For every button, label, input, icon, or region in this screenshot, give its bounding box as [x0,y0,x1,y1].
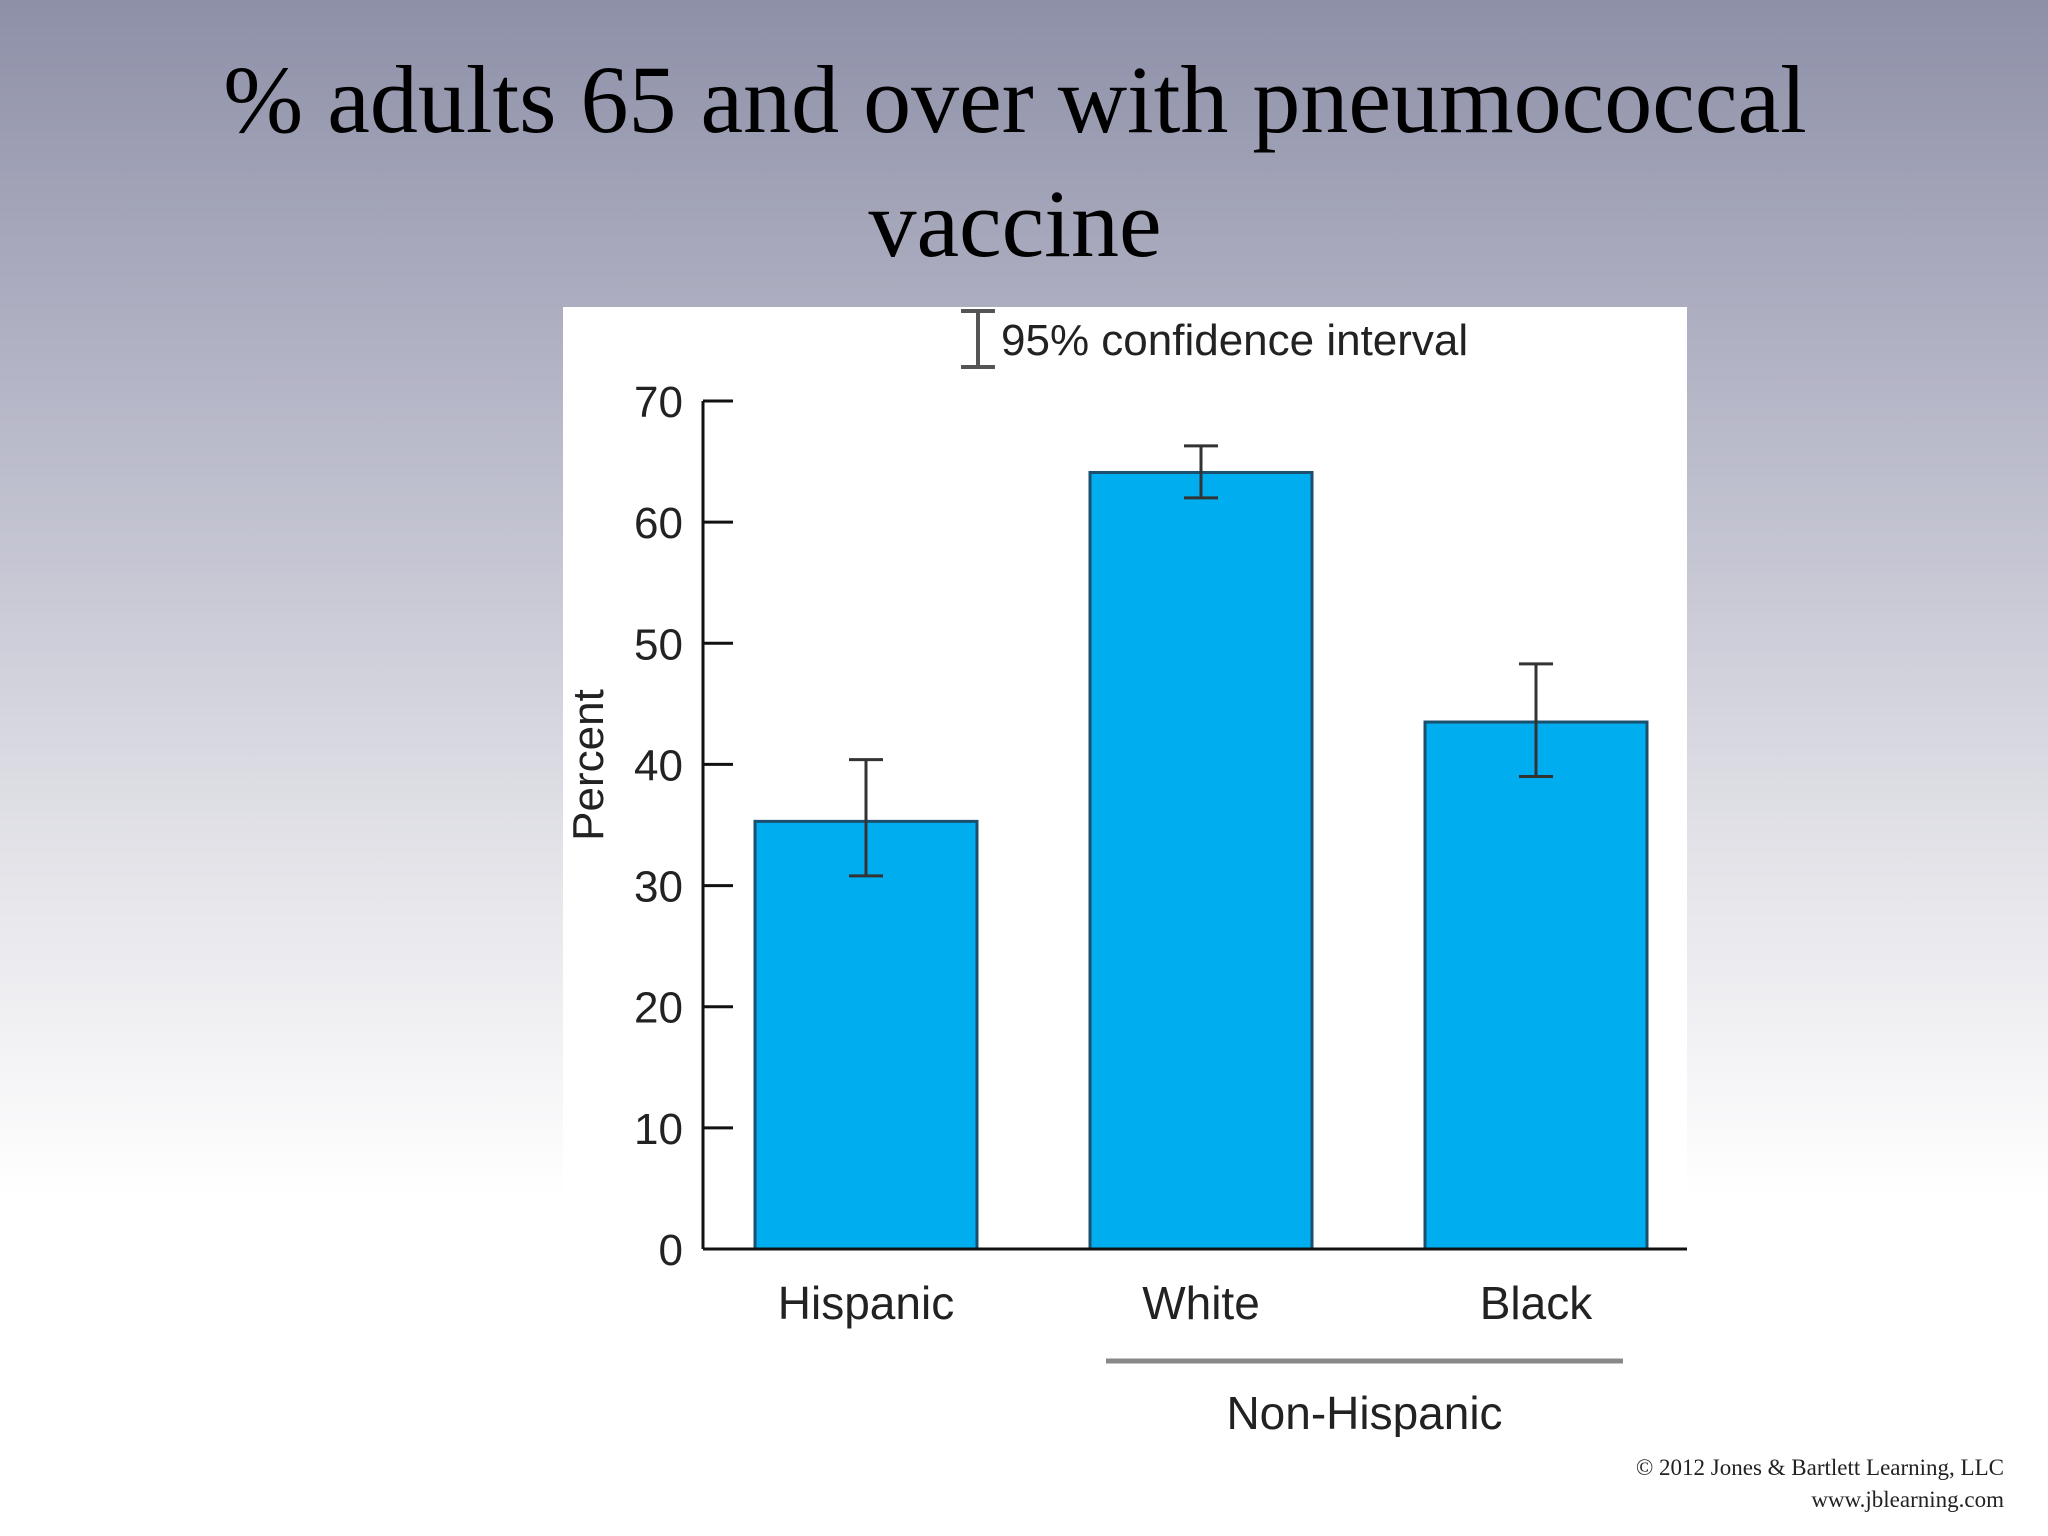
x-tick-label-white: White [1142,1277,1260,1329]
error-bar-icon [961,309,995,369]
copyright-text: © 2012 Jones & Bartlett Learning, LLC [1635,1455,2004,1480]
x-tick-label-black: Black [1480,1277,1593,1329]
y-tick-label: 10 [634,1105,683,1154]
y-tick-label: 30 [634,863,683,912]
x-tick-label-hispanic: Hispanic [778,1277,954,1329]
publisher-url: www.jblearning.com [1811,1487,2004,1512]
page-title: % adults 65 and over with pneumococcal v… [223,46,1807,277]
copyright-credit: © 2012 Jones & Bartlett Learning, LLC ww… [1404,1452,2004,1516]
y-tick-label: 70 [634,378,683,427]
group-label: Non-Hispanic [1226,1387,1502,1437]
group-bracket: Non-Hispanic [1106,1358,1623,1437]
y-tick-label: 40 [634,741,683,790]
error-bars [849,444,1553,878]
bar-black [1423,720,1649,1251]
y-tick-label: 60 [634,499,683,548]
y-tick-label: 0 [659,1226,683,1275]
y-tick-label: 50 [634,620,683,669]
chart-panel: 95% confidence interval Percent 0 10 20 30 4… [563,307,1687,1437]
bar-chart: 95% confidence interval Percent 0 10 20 30 4… [564,309,1687,1437]
legend-label: 95% confidence interval [1001,316,1468,365]
error-bar-hispanic [849,758,883,878]
x-axis: Hispanic White Black [703,1247,1687,1329]
error-bar-white [1184,444,1218,500]
legend: 95% confidence interval [961,309,1468,369]
y-tick-label: 20 [634,984,683,1033]
bars [753,470,1649,1251]
y-axis: 0 10 20 30 40 50 60 70 [634,378,733,1275]
bar-white [1088,470,1314,1251]
error-bar-black [1519,662,1553,779]
y-axis-label: Percent [564,689,613,841]
bar-hispanic [753,819,979,1251]
